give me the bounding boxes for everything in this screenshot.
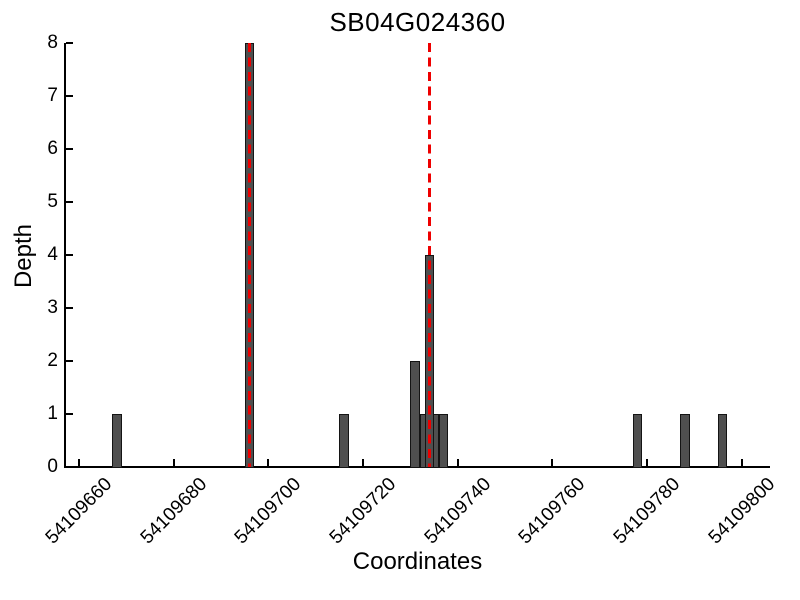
x-tick-mark <box>362 459 365 466</box>
x-tick-mark <box>267 459 270 466</box>
x-tick-mark <box>551 459 554 466</box>
x-tick-mark <box>456 459 459 466</box>
x-tick-mark <box>740 459 743 466</box>
y-tick-label: 1 <box>47 403 58 424</box>
depth-bar <box>680 414 690 468</box>
x-tick-label: 54109780 <box>609 473 685 549</box>
y-tick-label: 3 <box>47 297 58 318</box>
chart-title: SB04G024360 <box>329 7 506 37</box>
depth-bar <box>632 414 643 468</box>
depth-bar <box>717 414 728 468</box>
x-tick-mark <box>78 459 81 466</box>
y-tick-mark <box>65 413 73 415</box>
y-tick-mark <box>65 466 73 468</box>
x-tick-label: 54109680 <box>136 473 212 549</box>
gene-marker-line <box>247 43 252 467</box>
x-tick-label: 54109740 <box>420 473 496 549</box>
x-tick-mark <box>645 459 648 466</box>
depth-bar <box>438 414 449 468</box>
y-tick-mark <box>65 148 73 150</box>
y-tick-label: 5 <box>47 191 58 212</box>
x-tick-label: 54109800 <box>704 473 779 549</box>
x-axis-label: Coordinates <box>352 548 483 575</box>
y-axis-line <box>63 43 66 468</box>
x-tick-mark <box>172 459 175 466</box>
depth-bar <box>339 414 349 468</box>
x-tick-label: 54109720 <box>325 473 401 549</box>
x-tick-label: 54109700 <box>231 473 306 549</box>
y-tick-label: 8 <box>47 32 58 53</box>
y-tick-mark <box>65 360 73 362</box>
y-tick-label: 6 <box>47 138 58 159</box>
depth-bar <box>112 414 122 468</box>
y-tick-label: 7 <box>47 85 58 106</box>
depth-bar <box>410 361 420 468</box>
y-tick-label: 4 <box>47 244 58 265</box>
y-tick-mark <box>65 201 73 203</box>
y-tick-mark <box>65 307 73 309</box>
x-tick-label: 54109760 <box>515 473 590 549</box>
y-tick-mark <box>65 42 73 44</box>
y-tick-label: 0 <box>47 456 58 477</box>
y-tick-mark <box>65 95 73 97</box>
x-tick-label: 54109660 <box>41 473 117 549</box>
gene-marker-line <box>427 43 432 467</box>
y-tick-label: 2 <box>47 350 58 371</box>
y-tick-mark <box>65 254 73 256</box>
